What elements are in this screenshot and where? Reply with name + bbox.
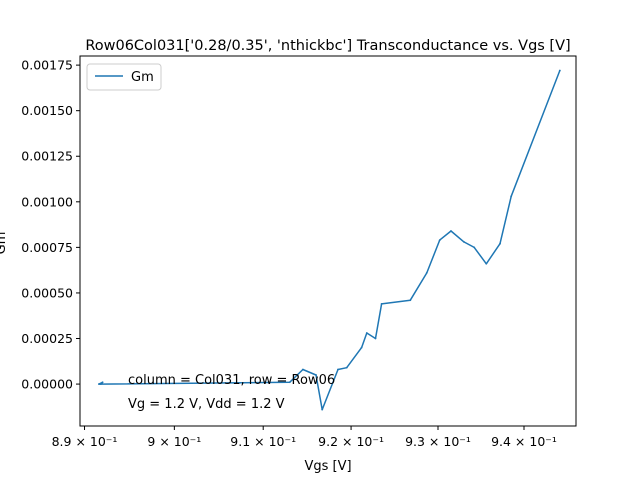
data-point xyxy=(288,381,291,384)
y-tick-label: 0.00075 xyxy=(21,240,73,255)
x-tick-label: 9.3 × 10⁻¹ xyxy=(405,434,471,449)
data-point xyxy=(345,366,348,369)
annotation-location: column = Col031, row = Row06 xyxy=(128,373,335,388)
series-layer xyxy=(98,69,561,411)
data-point xyxy=(374,337,377,340)
data-point xyxy=(473,246,476,249)
x-tick-label: 9.2 × 10⁻¹ xyxy=(318,434,384,449)
data-point xyxy=(409,299,412,302)
data-point xyxy=(380,302,383,305)
y-tick-label: 0.00150 xyxy=(21,103,73,118)
chart-title: Row06Col031['0.28/0.35', 'nthickbc'] Tra… xyxy=(85,38,570,54)
x-tick-label: 9 × 10⁻¹ xyxy=(147,434,201,449)
annotation-voltages: Vg = 1.2 V, Vdd = 1.2 V xyxy=(128,397,285,412)
ticks-layer: 0.00000 0.00025 0.00050 0.00075 0.00100 0.001… xyxy=(21,58,557,449)
legend-label-gm: Gm xyxy=(131,70,154,85)
data-point xyxy=(365,332,368,334)
data-point xyxy=(315,374,317,376)
legend: Gm xyxy=(86,63,162,91)
data-point xyxy=(450,230,452,232)
data-point xyxy=(438,239,441,241)
y-axis-label: Gm xyxy=(0,232,9,255)
legend-box xyxy=(86,63,162,91)
x-tick-label: 9.1 × 10⁻¹ xyxy=(230,434,296,449)
data-point xyxy=(558,69,561,72)
data-point xyxy=(98,383,100,385)
x-axis-label: Vgs [V] xyxy=(304,459,351,474)
y-tick-label: 0.00100 xyxy=(21,194,73,209)
data-point xyxy=(462,241,465,243)
data-point xyxy=(337,368,339,371)
data-point xyxy=(499,242,501,245)
y-tick-label: 0.00000 xyxy=(21,377,73,392)
data-point xyxy=(360,346,363,349)
plot-area-frame xyxy=(79,55,577,427)
y-tick-label: 0.00175 xyxy=(21,58,73,73)
data-point xyxy=(321,408,324,411)
x-tick-label: 8.9 × 10⁻¹ xyxy=(52,434,118,449)
y-tick-label: 0.00025 xyxy=(21,331,73,346)
data-point xyxy=(101,381,104,384)
y-tick-label: 0.00125 xyxy=(21,149,73,164)
data-point xyxy=(485,262,488,265)
x-tick-label: 9.4 × 10⁻¹ xyxy=(491,434,557,449)
data-point xyxy=(99,383,102,385)
data-point xyxy=(425,271,428,274)
y-tick-label: 0.00050 xyxy=(21,285,73,300)
data-point xyxy=(301,368,304,371)
data-point xyxy=(510,195,513,198)
